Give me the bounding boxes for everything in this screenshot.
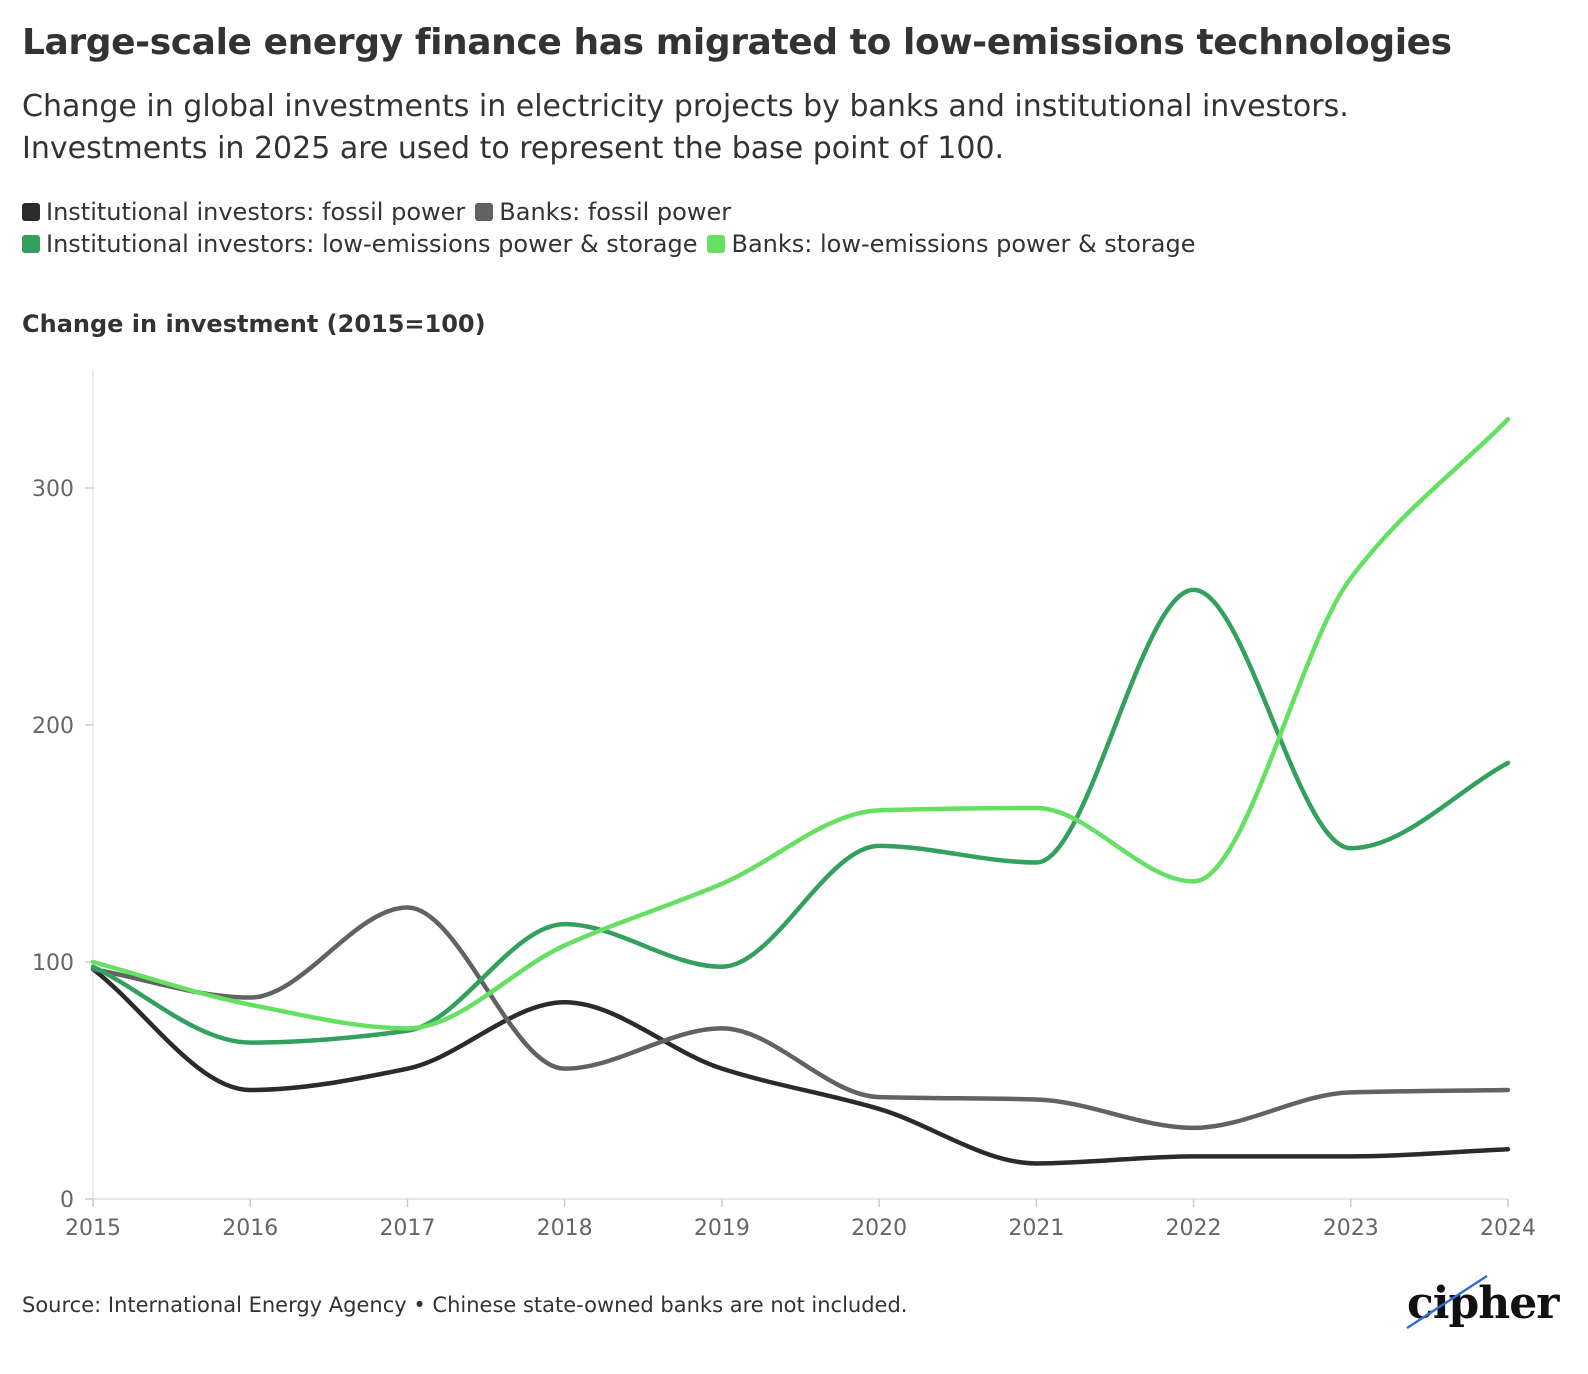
legend-item-institutional-low-emissions: Institutional investors: low-emissions p…	[22, 230, 697, 258]
chart-title: Large-scale energy finance has migrated …	[22, 22, 1452, 63]
legend-label-banks-fossil: Banks: fossil power	[499, 198, 732, 226]
legend-item-banks-fossil: Banks: fossil power	[475, 198, 731, 226]
y-tick-label: 100	[32, 951, 74, 976]
line-chart: 0 100 200 300 2015 2016 2017 2018 2019 2020 2021 20…	[32, 369, 1536, 1241]
legend-label-institutional-fossil: Institutional investors: fossil power	[46, 198, 466, 226]
x-tick-label: 2016	[222, 1216, 278, 1241]
x-tick-label: 2017	[379, 1216, 435, 1241]
subtitle-line-2: Investments in 2025 are used to represen…	[22, 131, 1005, 166]
legend-row-2: Institutional investors: low-emissions p…	[22, 228, 1562, 260]
legend-label-banks-low-emissions: Banks: low-emissions power & storage	[731, 230, 1196, 258]
logo-wordmark: cipher	[1407, 1278, 1559, 1329]
y-tick-label: 200	[32, 714, 74, 739]
source-note: Source: International Energy Agency • Ch…	[22, 1293, 908, 1317]
series-line-institutional-fossil	[90, 966, 1511, 1166]
legend-swatch-banks-fossil	[475, 203, 494, 221]
legend-row-1: Institutional investors: fossil power Ba…	[22, 196, 1562, 228]
x-tick-label: 2021	[1008, 1216, 1064, 1241]
chart-axes: 0 100 200 300 2015 2016 2017 2018 2019 2020 2021 20…	[32, 369, 1536, 1241]
legend-item-banks-low-emissions: Banks: low-emissions power & storage	[707, 230, 1195, 258]
logo-slash-icon	[1406, 1274, 1488, 1330]
y-axis-title: Change in investment (2015=100)	[22, 310, 486, 338]
x-tick-label: 2024	[1480, 1216, 1536, 1241]
y-tick-label: 0	[60, 1188, 74, 1213]
y-tick-label: 300	[32, 477, 74, 502]
x-tick-label: 2015	[65, 1216, 121, 1241]
chart-subtitle: Change in global investments in electric…	[22, 86, 1562, 170]
subtitle-line-1: Change in global investments in electric…	[22, 89, 1349, 124]
cipher-logo: cipher	[1405, 1270, 1559, 1340]
legend-swatch-institutional-fossil	[22, 203, 40, 221]
legend-swatch-institutional-low-emissions	[22, 235, 40, 253]
series-line-banks-low-emissions	[90, 417, 1511, 1031]
legend-swatch-banks-low-emissions	[707, 235, 726, 253]
series-lines	[90, 417, 1511, 1166]
legend-item-institutional-fossil: Institutional investors: fossil power	[22, 198, 465, 226]
x-tick-label: 2022	[1166, 1216, 1222, 1241]
x-tick-label: 2023	[1323, 1216, 1379, 1241]
x-tick-label: 2019	[694, 1216, 750, 1241]
x-tick-label: 2018	[537, 1216, 593, 1241]
series-line-banks-fossil	[90, 905, 1511, 1131]
x-tick-label: 2020	[851, 1216, 907, 1241]
legend-label-institutional-low-emissions: Institutional investors: low-emissions p…	[46, 230, 698, 258]
legend: Institutional investors: fossil power Ba…	[22, 196, 1562, 260]
